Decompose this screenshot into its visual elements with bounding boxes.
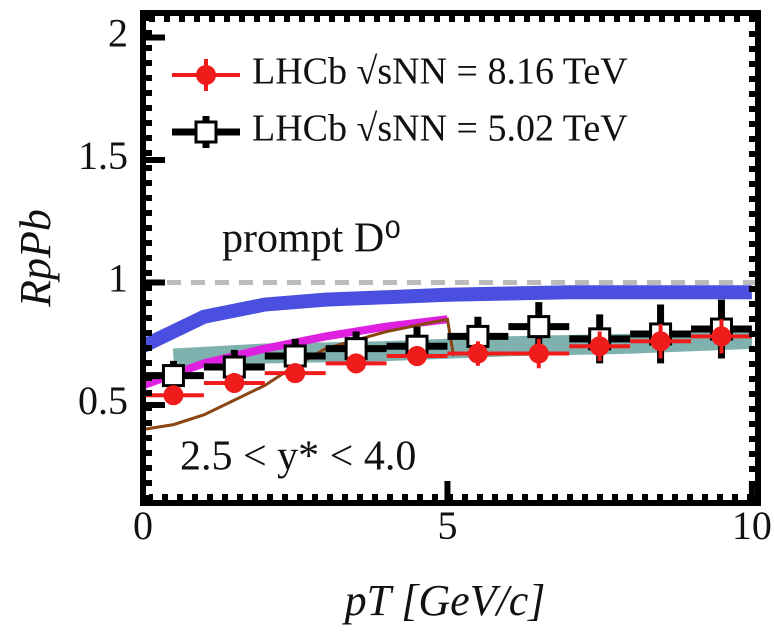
y-tick-label: 2	[108, 11, 128, 56]
marker	[527, 315, 551, 339]
marker	[407, 346, 428, 366]
x-axis-label: pT [GeV/c]	[342, 576, 546, 625]
y-axis-label: RpPb	[11, 209, 60, 308]
annotation: prompt D⁰	[222, 216, 401, 262]
y-tick-label: 1	[108, 256, 128, 301]
legend-label: LHCb √sNN = 8.16 TeV	[252, 51, 628, 93]
marker	[589, 336, 610, 357]
marker	[224, 372, 245, 393]
model-curve	[139, 285, 752, 353]
marker	[161, 364, 185, 388]
marker	[163, 385, 184, 406]
annotation: 2.5 < y* < 4.0	[180, 434, 416, 480]
plot-area	[139, 280, 758, 431]
x-tick-label: 0	[133, 503, 153, 548]
marker	[467, 343, 488, 364]
frame	[140, 10, 761, 506]
model-curve	[142, 317, 456, 431]
legend-marker	[196, 65, 216, 85]
x-tick-label: 5	[437, 503, 457, 548]
marker	[650, 331, 671, 352]
x-tick-label: 10	[732, 503, 772, 548]
marker	[285, 363, 306, 384]
marker	[283, 344, 307, 368]
y-tick-label: 1.5	[78, 133, 128, 178]
marker	[711, 326, 732, 347]
minor-tick-frame	[146, 16, 755, 500]
legend-marker	[194, 120, 218, 144]
marker	[528, 343, 549, 364]
marker	[346, 353, 367, 374]
y-tick-label: 0.5	[78, 378, 128, 423]
legend-label: LHCb √sNN = 5.02 TeV	[252, 108, 628, 150]
